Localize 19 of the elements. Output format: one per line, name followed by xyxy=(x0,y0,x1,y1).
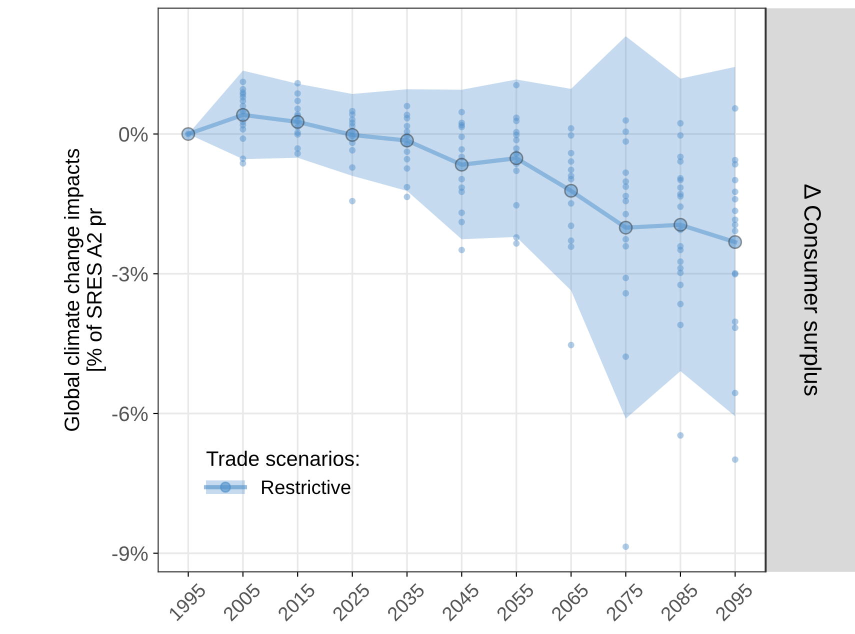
y-tick-label: 0% xyxy=(119,127,148,142)
point xyxy=(674,218,688,232)
y-tick-label: -9% xyxy=(112,546,148,561)
y-tick-label: -3% xyxy=(112,266,148,282)
y-tick-label: -6% xyxy=(112,406,148,422)
point xyxy=(728,235,742,250)
point xyxy=(236,108,250,122)
point xyxy=(564,184,578,198)
point xyxy=(509,151,524,166)
legend-label: Restrictive xyxy=(262,480,350,494)
point xyxy=(345,128,360,142)
text: Δ Consumer surplus xyxy=(800,184,822,396)
point xyxy=(400,134,414,148)
point xyxy=(290,114,305,129)
legend-title: Trade scenarios: xyxy=(206,450,359,466)
point xyxy=(454,158,469,172)
point xyxy=(618,220,633,235)
y-axis-title: Global climate change impacts [% of SRES A2 pr xyxy=(64,148,106,431)
point xyxy=(181,127,196,141)
